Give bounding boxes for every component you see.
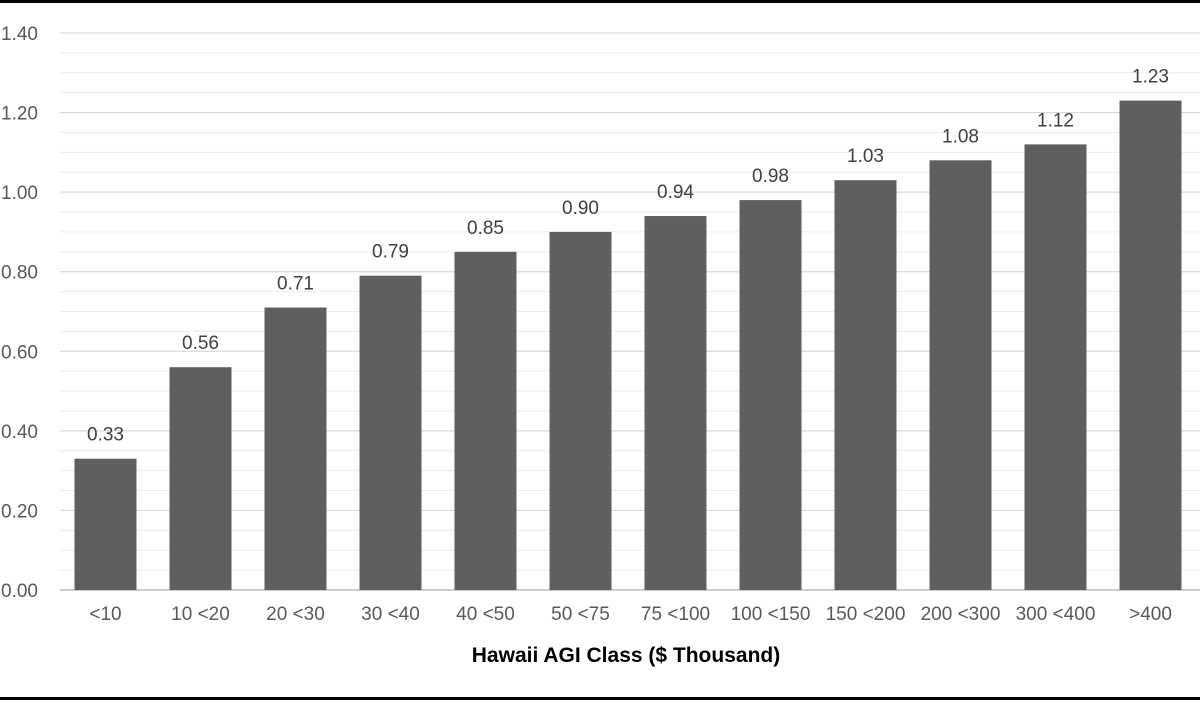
- data-label: 1.08: [942, 126, 979, 147]
- data-label: 1.03: [847, 146, 884, 167]
- x-tick-label: 75 <100: [641, 604, 710, 625]
- data-label: 0.56: [182, 333, 219, 354]
- y-tick-label: 0.80: [1, 263, 38, 284]
- y-tick-label: 0.40: [1, 422, 38, 443]
- data-labels: 0.33 0.56 0.71 0.79 0.85 0.90 0.94 0.98 1.03 1.08…: [87, 67, 1169, 446]
- data-label: 0.94: [657, 182, 694, 203]
- x-tick-label: 30 <40: [361, 604, 420, 625]
- x-tick-label: 40 <50: [456, 604, 515, 625]
- data-label: 0.85: [467, 218, 504, 239]
- x-tick-label: 100 <150: [731, 604, 811, 625]
- bar: [169, 367, 232, 590]
- x-tick-label: >400: [1129, 604, 1172, 625]
- bar: [1024, 144, 1087, 590]
- bar: [74, 458, 137, 590]
- y-tick-label: 0.60: [1, 342, 38, 363]
- x-tick-label: 20 <30: [266, 604, 325, 625]
- bar-chart: 0.00 0.20 0.40 0.60 0.80 1.00 1.20 1.40 0.33 0.5…: [1, 24, 1200, 667]
- data-label: 0.71: [277, 274, 314, 295]
- x-axis: <10 10 <20 20 <30 30 <40 40 <50 50 <75 75 <100…: [89, 604, 1172, 625]
- y-tick-label: 0.20: [1, 501, 38, 522]
- y-tick-label: 1.40: [1, 24, 38, 45]
- x-tick-label: 10 <20: [171, 604, 230, 625]
- bars: [74, 100, 1182, 591]
- data-label: 0.90: [562, 198, 599, 219]
- bar: [834, 180, 897, 590]
- bar: [1119, 100, 1182, 590]
- data-label: 0.33: [87, 425, 124, 446]
- y-tick-label: 1.20: [1, 104, 38, 125]
- data-label: 0.79: [372, 242, 409, 263]
- bar: [739, 200, 802, 590]
- gridlines: [60, 32, 1200, 591]
- x-tick-label: 300 <400: [1016, 604, 1096, 625]
- data-label: 1.23: [1132, 67, 1169, 88]
- bar: [644, 216, 707, 590]
- bar: [929, 160, 992, 591]
- y-tick-label: 1.00: [1, 183, 38, 204]
- x-tick-label: 50 <75: [551, 604, 610, 625]
- bar: [264, 307, 327, 590]
- data-label: 0.98: [752, 166, 789, 187]
- bar: [454, 251, 517, 591]
- x-tick-label: 200 <300: [921, 604, 1001, 625]
- data-label: 1.12: [1037, 110, 1074, 131]
- y-axis: 0.00 0.20 0.40 0.60 0.80 1.00 1.20 1.40: [1, 24, 38, 602]
- y-tick-label: 0.00: [1, 581, 38, 602]
- x-tick-label: 150 <200: [826, 604, 906, 625]
- bar: [549, 231, 612, 590]
- x-tick-label: <10: [89, 604, 121, 625]
- bar: [359, 275, 422, 590]
- x-axis-title: Hawaii AGI Class ($ Thousand): [472, 644, 780, 667]
